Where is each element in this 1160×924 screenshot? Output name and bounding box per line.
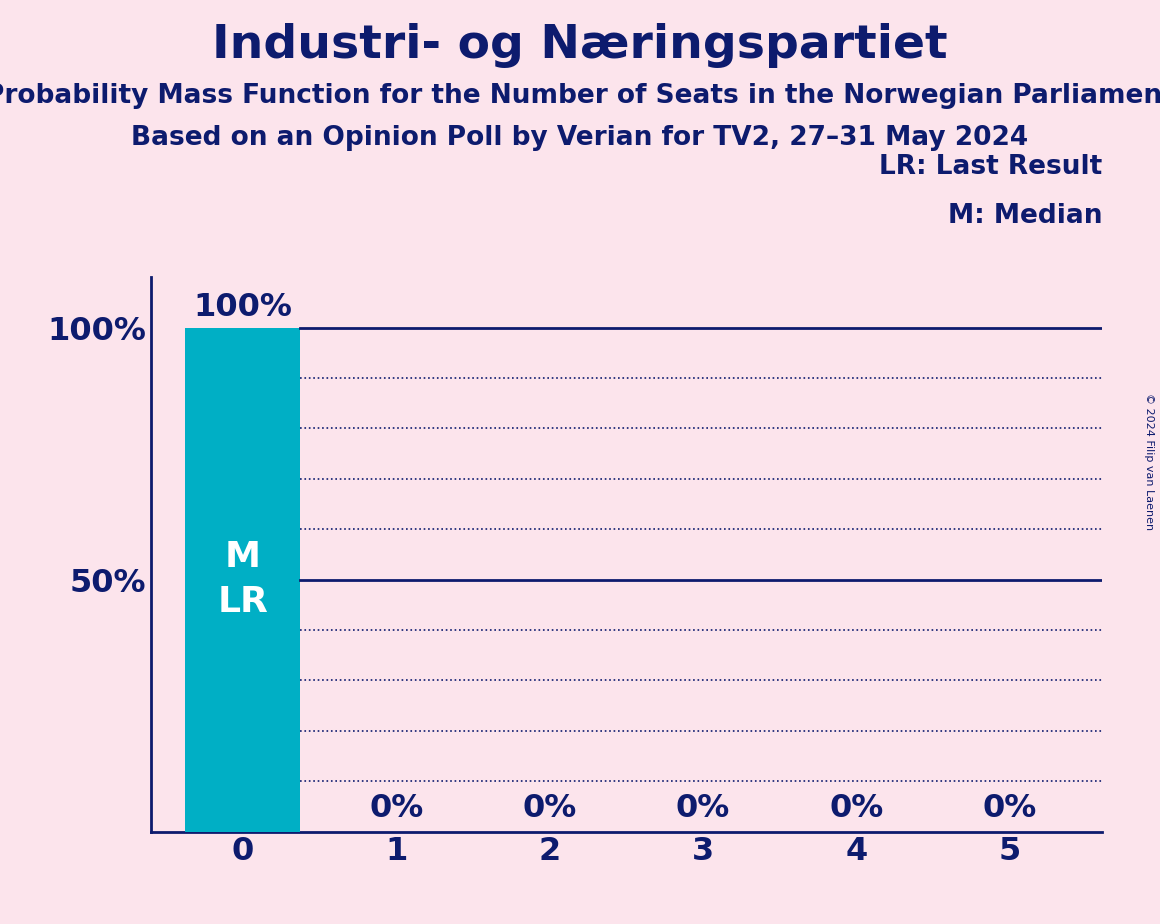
Text: 0%: 0% bbox=[369, 793, 423, 824]
Text: 100%: 100% bbox=[194, 292, 292, 322]
Bar bbox=[186, 328, 300, 832]
Text: 0%: 0% bbox=[829, 793, 884, 824]
Text: 0%: 0% bbox=[522, 793, 577, 824]
Text: Based on an Opinion Poll by Verian for TV2, 27–31 May 2024: Based on an Opinion Poll by Verian for T… bbox=[131, 125, 1029, 151]
Text: Industri- og Næringspartiet: Industri- og Næringspartiet bbox=[212, 23, 948, 68]
Text: 0%: 0% bbox=[983, 793, 1037, 824]
Text: M
LR: M LR bbox=[217, 541, 268, 619]
Text: 0%: 0% bbox=[676, 793, 731, 824]
Text: © 2024 Filip van Laenen: © 2024 Filip van Laenen bbox=[1144, 394, 1154, 530]
Text: LR: Last Result: LR: Last Result bbox=[879, 154, 1102, 180]
Text: Probability Mass Function for the Number of Seats in the Norwegian Parliament: Probability Mass Function for the Number… bbox=[0, 83, 1160, 109]
Text: M: Median: M: Median bbox=[948, 203, 1102, 229]
